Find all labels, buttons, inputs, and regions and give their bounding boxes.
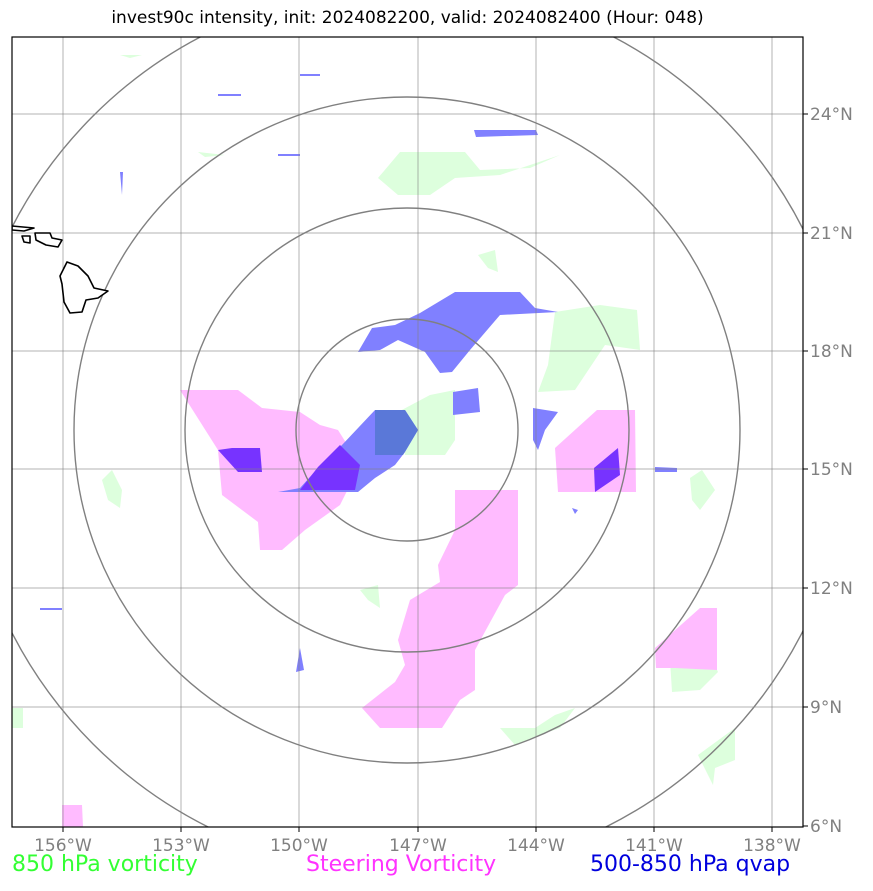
lat-tick-label: 21°N — [810, 224, 853, 244]
coastline-hawaii — [12, 225, 109, 314]
range-rings — [12, 37, 803, 827]
lat-tick-label: 24°N — [810, 105, 853, 125]
legend-steering-vorticity: Steering Vorticity — [306, 852, 497, 877]
lon-tick-label: 141°W — [625, 836, 683, 856]
lon-axis: 156°W 153°W 150°W 147°W 144°W 141°W 138°… — [34, 827, 801, 856]
lat-tick-label: 9°N — [810, 698, 842, 718]
qvap-layer — [40, 74, 677, 672]
lon-tick-label: 153°W — [152, 836, 210, 856]
lon-tick-label: 144°W — [507, 836, 565, 856]
lon-tick-label: 138°W — [743, 836, 801, 856]
map-title: invest90c intensity, init: 2024082200, v… — [111, 8, 704, 28]
map-frame — [11, 36, 804, 828]
legend-vorticity-850: 850 hPa vorticity — [12, 852, 198, 877]
graticule — [12, 37, 803, 827]
legend-qvap: 500-850 hPa qvap — [590, 852, 791, 877]
lat-axis: 24°N 21°N 18°N 15°N 12°N 9°N 6°N — [803, 105, 853, 837]
lat-tick-label: 6°N — [810, 817, 842, 837]
lon-tick-label: 150°W — [270, 836, 328, 856]
lon-tick-label: 147°W — [389, 836, 447, 856]
lat-tick-label: 12°N — [810, 579, 853, 599]
lat-tick-label: 18°N — [810, 342, 853, 362]
lat-tick-label: 15°N — [810, 460, 853, 480]
lon-tick-label: 156°W — [34, 836, 92, 856]
